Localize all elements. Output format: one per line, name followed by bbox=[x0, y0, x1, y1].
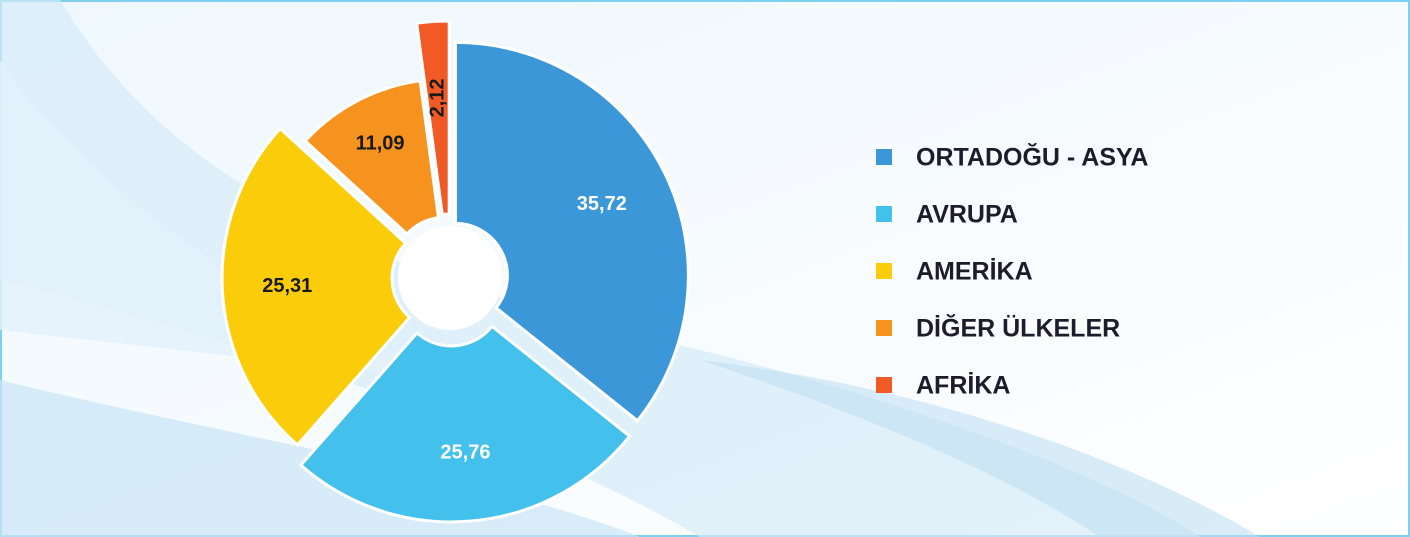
legend-label: AMERİKA bbox=[916, 258, 1033, 286]
legend-swatch bbox=[876, 263, 892, 279]
slice-label: 25,76 bbox=[440, 442, 490, 464]
legend-swatch bbox=[876, 320, 892, 336]
swoosh bbox=[700, 360, 1260, 537]
pie-slice bbox=[220, 126, 412, 448]
slice-label: 2,12 bbox=[426, 78, 448, 117]
pie-slice bbox=[414, 19, 451, 217]
legend-label: AVRUPA bbox=[916, 201, 1018, 229]
pie-slice bbox=[453, 40, 690, 423]
legend-swatch bbox=[876, 377, 892, 393]
legend-label: DİĞER ÜLKELER bbox=[916, 314, 1120, 343]
pie-slice bbox=[303, 79, 441, 237]
legend-label: AFRİKA bbox=[916, 372, 1010, 400]
legend-label: ORTADOĞU - ASYA bbox=[916, 143, 1148, 172]
swoosh bbox=[0, 60, 450, 380]
slice-label: 25,31 bbox=[262, 275, 312, 297]
legend-swatch bbox=[876, 206, 892, 222]
pie-slice bbox=[298, 324, 632, 524]
slice-label: 11,09 bbox=[356, 132, 405, 154]
legend-swatch bbox=[876, 149, 892, 165]
donut-hole bbox=[398, 226, 502, 330]
slice-label: 35,72 bbox=[577, 193, 627, 215]
